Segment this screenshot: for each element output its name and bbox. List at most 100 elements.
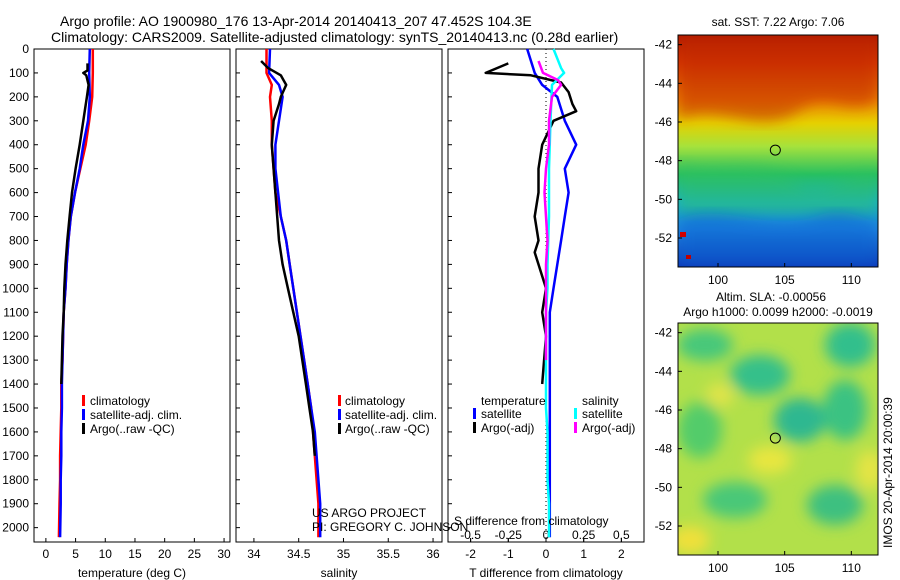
s-difference-x-ticks: -0.5 -0.25 0 0.25 0.5: [460, 528, 630, 542]
x-tick-label: 20: [158, 547, 172, 561]
lat-tick-label: -44: [655, 364, 673, 378]
depth-tick-label: 700: [9, 210, 29, 224]
difference-lines: [484, 48, 578, 538]
salinity-panel: 34 34.5 35 35.5 36 climatology satellite-adj…: [235, 48, 468, 580]
x-tick-label: 25: [188, 547, 202, 561]
x-tick-label: 36: [426, 547, 440, 561]
depth-ticks: 0 100 200 300 400 500 600 700 800 900 1000 1100 1200…: [2, 42, 38, 535]
lon-tick-label: 105: [775, 273, 795, 287]
x-tick-label: 15: [128, 547, 142, 561]
difference-y-ticks: [448, 48, 452, 529]
temperature-frame: [33, 48, 231, 543]
series-line-satellite-adj-clim-: [267, 48, 322, 538]
legend-label-argo: Argo(..raw -QC): [345, 422, 430, 436]
salinity-y-ticks: [236, 48, 240, 529]
depth-tick-label: 0: [22, 42, 29, 56]
temperature-x-ticks: 0 5 10 15 20 25 30: [43, 538, 231, 561]
salinity-legend: climatology satellite-adj. clim. Argo(..…: [338, 394, 437, 436]
lat-tick-label: -46: [655, 403, 673, 417]
legend-swatch-t-argo: [473, 422, 476, 433]
depth-tick-label: 1000: [2, 281, 29, 295]
legend-swatch-satellite: [82, 409, 85, 420]
depth-tick-label: 500: [9, 162, 29, 176]
depth-tick-label: 1200: [2, 329, 29, 343]
lat-tick-label: -42: [655, 38, 673, 52]
x-tick-label: 5: [72, 547, 79, 561]
sla-argo-marker: [769, 432, 781, 444]
sla-map-subtitle: Argo h1000: 0.0099 h2000: -0.0019: [683, 305, 873, 319]
depth-tick-label: 1100: [3, 305, 29, 319]
depth-tick-label: 1500: [2, 401, 29, 415]
depth-tick-label: 1400: [2, 377, 29, 391]
sst-argo-marker: [769, 144, 781, 156]
legend-label-climatology: climatology: [345, 394, 405, 408]
sst-map-panel: sat. SST: 7.22 Argo: 7.06 -42 -44 -46 -48 -5…: [655, 15, 879, 287]
legend-swatch-argo: [82, 423, 85, 434]
temperature-lines: [57, 48, 95, 538]
lon-tick-label: 105: [775, 561, 795, 575]
legend-heading-temperature: temperature: [481, 394, 546, 408]
x-tick-label: 0.25: [572, 528, 596, 542]
header-line1: Argo profile: AO 1900980_176 13-Apr-2014…: [60, 13, 532, 29]
depth-tick-label: 1800: [2, 473, 29, 487]
credit-line1: US ARGO PROJECT: [312, 506, 427, 520]
sla-lat-ticks: -42 -44 -46 -48 -50 -52: [655, 326, 682, 533]
sst-lat-ticks: -42 -44 -46 -48 -50 -52: [655, 38, 682, 245]
x-tick-label: 0: [543, 528, 550, 542]
sla-map-panel: Altim. SLA: -0.00056 Argo h1000: 0.0099 …: [655, 290, 895, 575]
x-tick-label: 30: [217, 547, 231, 561]
x-tick-label: -1: [503, 547, 514, 561]
t-difference-xlabel: T difference from climatology: [469, 566, 623, 580]
salinity-x-ticks: 34 34.5 35 35.5 36: [247, 538, 440, 561]
lat-tick-label: -46: [655, 115, 673, 129]
lon-tick-label: 110: [842, 273, 861, 287]
imos-timestamp: IMOS 20-Apr-2014 20:00:39: [881, 397, 895, 548]
x-tick-label: 34.5: [287, 547, 311, 561]
depth-tick-label: 800: [9, 233, 29, 247]
legend-swatch-argo: [338, 423, 341, 434]
legend-label-satellite: satellite-adj. clim.: [345, 408, 437, 422]
lat-tick-label: -42: [655, 326, 673, 340]
sla-map-frame: [677, 322, 879, 556]
legend-swatch-t-satellite: [473, 408, 476, 419]
legend-label-satellite: satellite-adj. clim.: [90, 408, 182, 422]
legend-heading-salinity: salinity: [582, 394, 619, 408]
x-tick-label: 10: [99, 547, 113, 561]
lat-tick-label: -52: [655, 519, 673, 533]
legend-swatch-climatology: [338, 395, 341, 406]
sst-map-frame: [677, 34, 879, 268]
legend-label-s-satellite: satellite: [582, 407, 623, 421]
sst-field: [678, 35, 878, 267]
depth-tick-label: 100: [9, 66, 29, 80]
depth-tick-label: 600: [9, 186, 29, 200]
sla-lon-ticks: 100 105 110: [708, 551, 861, 575]
header-line2: Climatology: CARS2009. Satellite-adjuste…: [51, 29, 618, 45]
depth-tick-label: 1900: [2, 497, 29, 511]
legend-swatch-satellite: [338, 409, 341, 420]
legend-swatch-s-satellite: [574, 408, 577, 419]
temperature-legend: climatology satellite-adj. clim. Argo(..…: [82, 394, 182, 436]
lat-tick-label: -52: [655, 231, 673, 245]
x-tick-label: 35.5: [377, 547, 401, 561]
salinity-xlabel: salinity: [321, 566, 358, 580]
lat-tick-label: -44: [655, 76, 673, 90]
depth-tick-label: 2000: [2, 521, 29, 535]
depth-tick-label: 1300: [2, 353, 29, 367]
lon-tick-label: 110: [842, 561, 861, 575]
x-tick-label: -0.25: [495, 528, 523, 542]
depth-tick-label: 200: [9, 90, 29, 104]
lon-tick-label: 100: [708, 561, 728, 575]
x-tick-label: 0: [543, 547, 550, 561]
legend-label-s-argo: Argo(-adj): [582, 421, 635, 435]
series-line-argo-raw-qc-: [260, 60, 317, 456]
difference-legend: temperature satellite Argo(-adj) salinit…: [473, 394, 635, 435]
salinity-frame: [235, 48, 443, 543]
x-tick-label: 35: [337, 547, 351, 561]
lat-tick-label: -50: [655, 480, 673, 494]
sst-map-title: sat. SST: 7.22 Argo: 7.06: [712, 15, 845, 29]
depth-tick-label: 900: [9, 257, 29, 271]
lon-tick-label: 100: [708, 273, 728, 287]
s-difference-xlabel: S difference from climatology: [454, 514, 609, 528]
legend-swatch-s-argo: [574, 422, 577, 433]
